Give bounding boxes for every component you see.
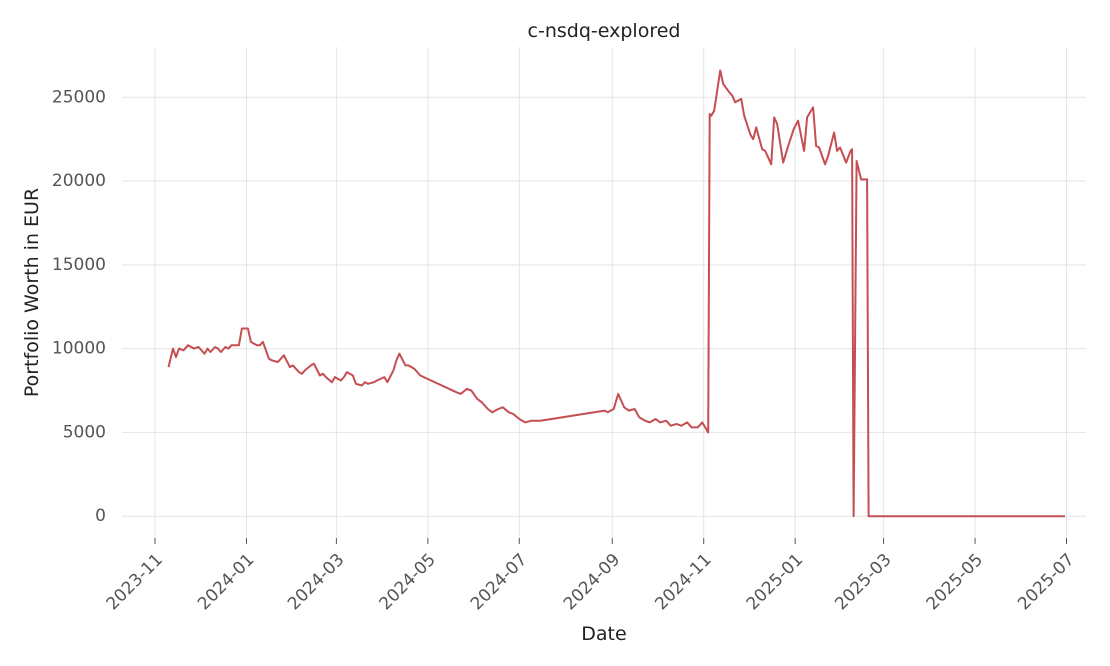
y-tick-label: 25000 [52, 87, 106, 107]
y-axis-ticks: 0 5000 10000 15000 20000 25000 [52, 87, 106, 526]
x-tick-label: 2025-03 [831, 550, 895, 614]
y-axis-title: Portfolio Worth in EUR [21, 188, 43, 397]
x-tick-label: 2025-07 [1014, 550, 1078, 614]
x-tick-label: 2024-07 [467, 550, 531, 614]
portfolio-worth-line [167, 69, 1065, 518]
chart-title: c-nsdq-explored [528, 20, 681, 42]
x-tick-label: 2024-01 [194, 550, 258, 614]
y-tick-label: 10000 [52, 339, 106, 359]
x-tick-label: 2023-11 [103, 550, 167, 614]
y-tick-label: 0 [95, 506, 106, 526]
x-axis-title: Date [581, 623, 626, 645]
horizontal-gridlines [122, 96, 1086, 517]
y-tick-label: 5000 [63, 422, 106, 442]
vertical-gridlines [154, 47, 1068, 538]
x-tick-label: 2025-05 [923, 550, 987, 614]
y-tick-label: 20000 [52, 171, 106, 191]
x-tick-label: 2024-11 [651, 550, 715, 614]
x-axis-ticks: 2023-11 2024-01 2024-03 2024-05 2024-07 2024-… [103, 538, 1079, 614]
x-tick-label: 2024-03 [284, 550, 348, 614]
x-tick-label: 2024-05 [375, 550, 439, 614]
x-tick-label: 2024-09 [560, 550, 624, 614]
y-tick-label: 15000 [52, 255, 106, 275]
x-tick-label: 2025-01 [743, 550, 807, 614]
